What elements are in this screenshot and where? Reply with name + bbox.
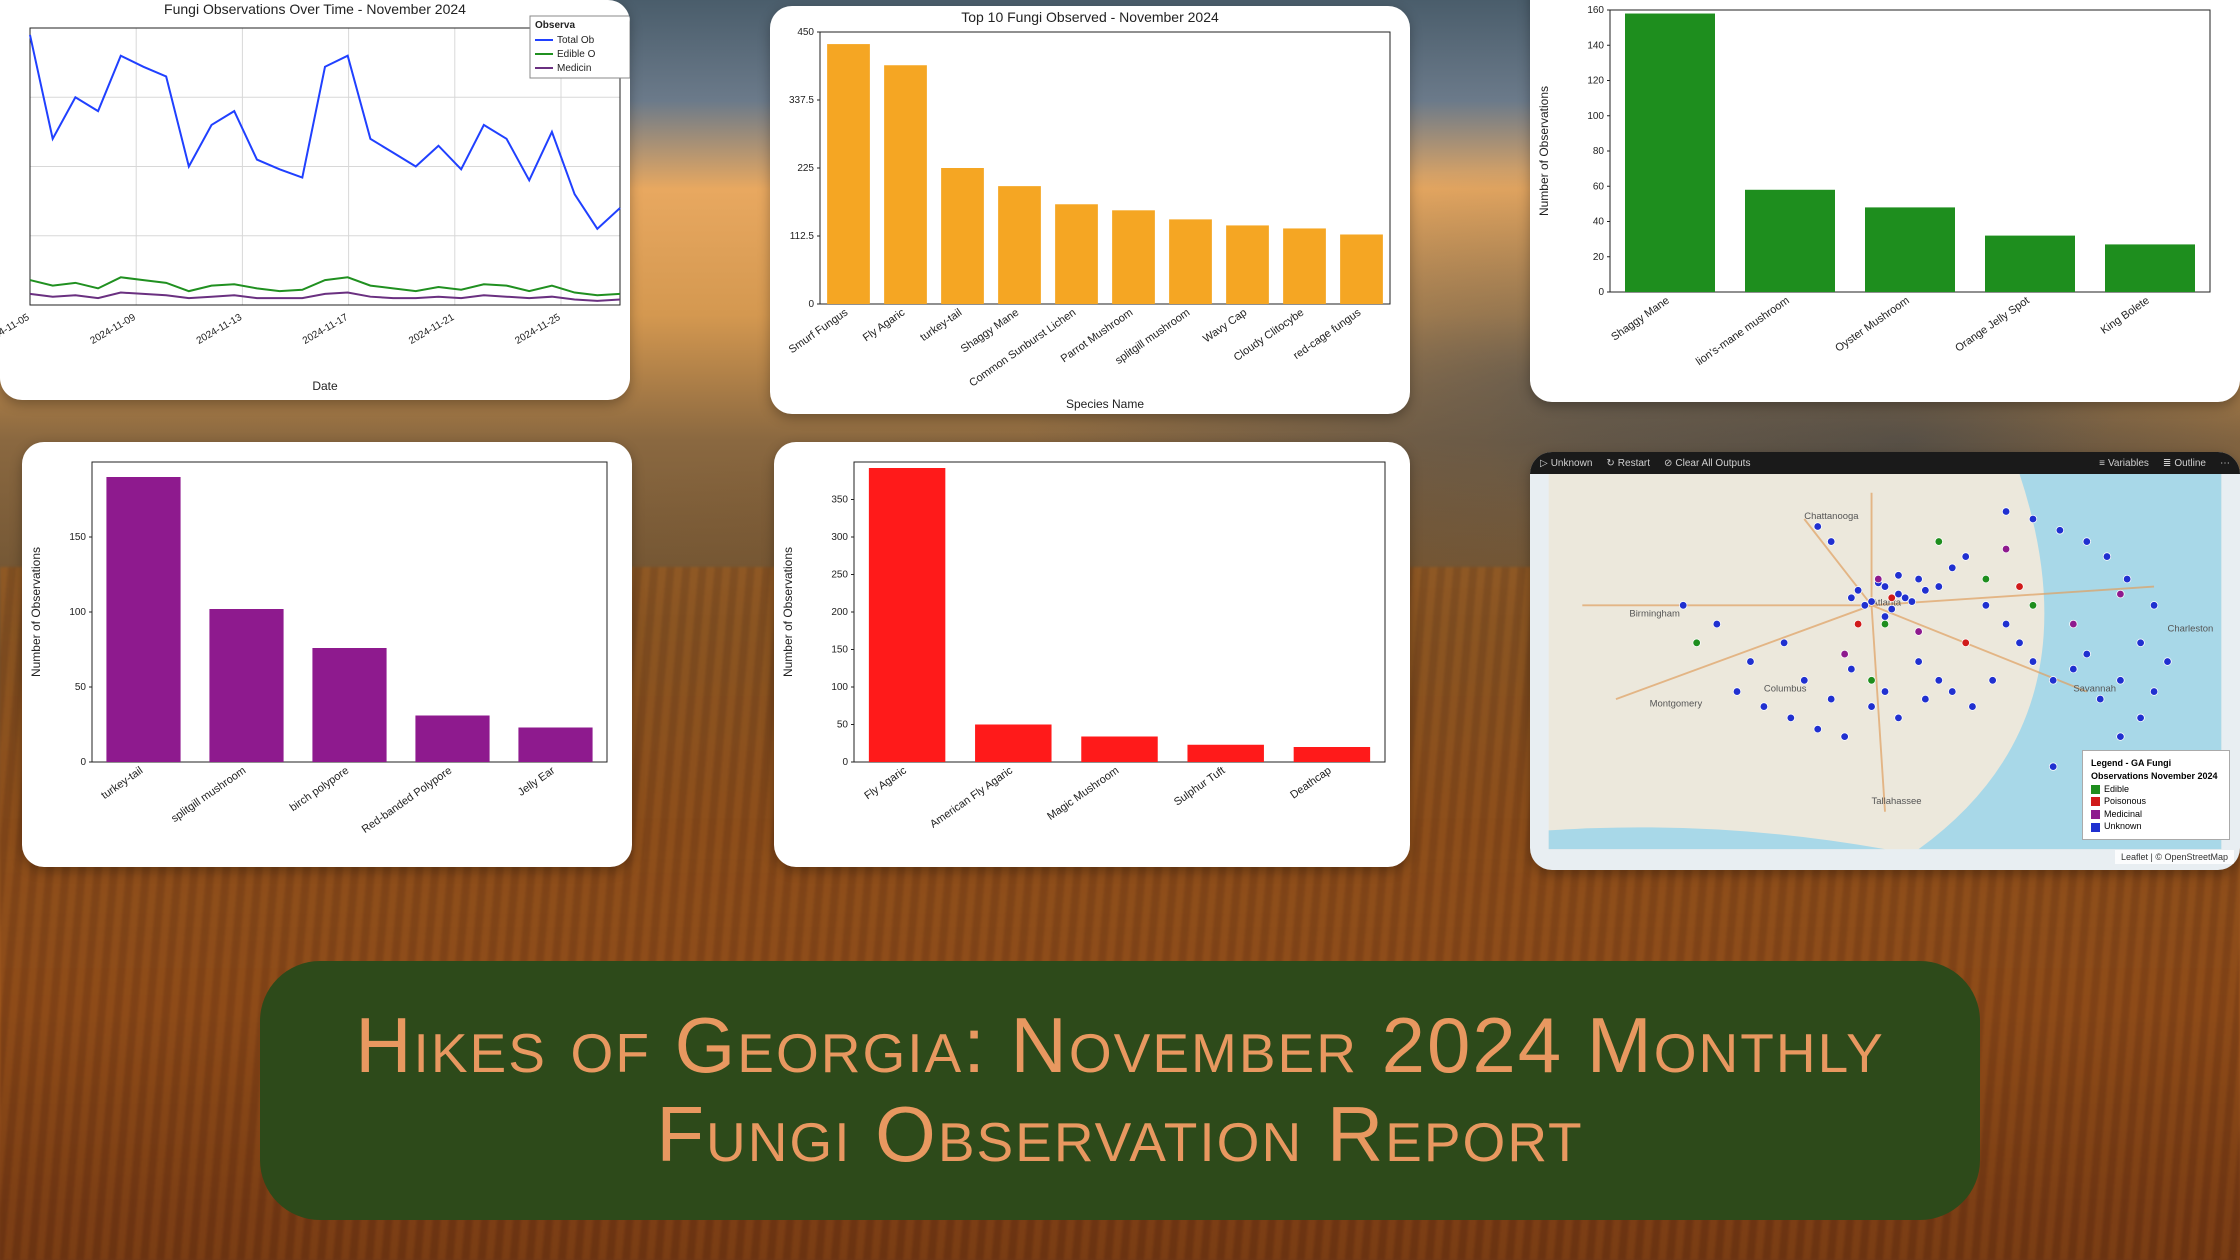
svg-text:Fly Agaric: Fly Agaric [861,306,908,344]
svg-text:Birmingham: Birmingham [1629,609,1680,620]
toolbar-variables[interactable]: ≡ Variables [2099,458,2149,469]
svg-text:Jelly Ear: Jelly Ear [516,764,558,798]
svg-text:200: 200 [831,607,848,618]
svg-text:80: 80 [1593,146,1605,157]
map-legend-title: Legend - GA Fungi Observations November … [2091,757,2221,782]
svg-text:160: 160 [1587,5,1604,16]
svg-text:Smurf Fungus: Smurf Fungus [787,306,851,356]
top10-chart-panel: Top 10 Fungi Observed - November 2024 0 11… [770,6,1410,414]
top10-chart-svg: Top 10 Fungi Observed - November 2024 0 11… [770,6,1410,414]
svg-text:2024-11-21: 2024-11-21 [407,312,457,347]
toolbar-more-icon[interactable]: ⋯ [2220,458,2230,469]
svg-text:Shaggy Mane: Shaggy Mane [1609,295,1671,344]
svg-text:60: 60 [1593,181,1605,192]
medicinal-chart-panel: 0 50 100 150 turkey-tail splitgill mushroom bi… [22,442,632,867]
svg-text:120: 120 [1587,76,1604,87]
svg-text:50: 50 [837,720,849,731]
svg-text:50: 50 [75,682,87,693]
svg-text:450: 450 [797,27,814,38]
svg-text:2024-11-17: 2024-11-17 [301,312,351,347]
svg-text:2024-11-09: 2024-11-09 [89,312,139,347]
svg-text:337.5: 337.5 [789,95,814,106]
line-chart-svg: Fungi Observations Over Time - November … [0,0,630,400]
svg-text:Chattanooga: Chattanooga [1804,511,1859,522]
toolbar-restart[interactable]: ↻ Restart [1606,458,1650,469]
medicinal-chart-svg: 0 50 100 150 turkey-tail splitgill mushroom bi… [22,442,632,867]
svg-text:Charleston: Charleston [2168,624,2214,635]
svg-text:turkey-tail: turkey-tail [99,765,145,802]
toolbar-unknown[interactable]: ▷ Unknown [1540,458,1592,469]
edible-chart-svg: 0 20 40 60 80 100 120 140 160 Shaggy Mane lion's-m… [1530,0,2240,402]
svg-text:Observa: Observa [535,20,575,31]
svg-text:Date: Date [312,379,338,393]
svg-text:Top 10 Fungi Observed - Novemb: Top 10 Fungi Observed - November 2024 [961,9,1219,25]
svg-text:Total Ob: Total Ob [557,35,595,46]
svg-text:Tallahassee: Tallahassee [1872,796,1922,807]
svg-text:100: 100 [1587,111,1604,122]
svg-text:140: 140 [1587,40,1604,51]
map-panel: ▷ Unknown ↻ Restart ⊘ Clear All Outputs … [1530,452,2240,870]
svg-text:20: 20 [1593,252,1605,263]
svg-text:turkey-tail: turkey-tail [918,307,964,344]
svg-text:150: 150 [69,532,86,543]
map-attribution: Leaflet | © OpenStreetMap [2115,850,2234,864]
svg-text:splitgill mushroom: splitgill mushroom [169,765,248,825]
map-toolbar: ▷ Unknown ↻ Restart ⊘ Clear All Outputs … [1530,452,2240,474]
svg-text:Number of Observations: Number of Observations [29,547,43,677]
svg-text:2024-11-05: 2024-11-05 [0,312,32,347]
svg-text:Number of Observations: Number of Observations [1537,86,1551,216]
svg-text:Wavy Cap: Wavy Cap [1201,307,1249,346]
page-title: Hikes of Georgia: November 2024 Monthly … [320,1001,1920,1180]
svg-text:Savannah: Savannah [2073,684,2116,695]
svg-text:100: 100 [831,682,848,693]
svg-text:2024-11-13: 2024-11-13 [195,312,245,347]
svg-text:Red-banded Polypore: Red-banded Polypore [360,765,455,836]
svg-text:Edible O: Edible O [557,49,596,60]
svg-text:King Bolete: King Bolete [2099,295,2152,337]
title-banner: Hikes of Georgia: November 2024 Monthly … [260,961,1980,1220]
svg-text:40: 40 [1593,217,1605,228]
svg-text:2024-11-25: 2024-11-25 [513,312,563,347]
svg-text:Oyster Mushroom: Oyster Mushroom [1833,295,1911,355]
edible-chart-panel: 0 20 40 60 80 100 120 140 160 Shaggy Mane lion's-m… [1530,0,2240,402]
svg-text:lion's-mane mushroom: lion's-mane mushroom [1694,295,1792,368]
svg-text:Orange Jelly Spot: Orange Jelly Spot [1953,295,2032,355]
poisonous-chart-svg: 0 50 100 150 200 250 300 350 Fly Agaric American … [774,442,1410,867]
svg-text:Deathcap: Deathcap [1288,765,1333,802]
svg-text:0: 0 [842,757,848,768]
svg-text:Number of Observations: Number of Observations [781,547,795,677]
map-legend: Legend - GA Fungi Observations November … [2082,750,2230,840]
toolbar-clear[interactable]: ⊘ Clear All Outputs [1664,458,1750,469]
svg-text:Fungi Observations Over Time -: Fungi Observations Over Time - November … [164,1,466,17]
poisonous-chart-panel: 0 50 100 150 200 250 300 350 Fly Agaric American … [774,442,1410,867]
toolbar-outline[interactable]: ≣ Outline [2163,458,2206,469]
svg-text:Sulphur Tuft: Sulphur Tuft [1172,765,1227,809]
svg-text:Atlanta: Atlanta [1872,597,1902,608]
svg-text:American Fly Agaric: American Fly Agaric [928,764,1015,830]
svg-text:225: 225 [797,163,814,174]
svg-text:350: 350 [831,495,848,506]
svg-text:0: 0 [80,757,86,768]
svg-text:birch polypore: birch polypore [288,765,351,814]
svg-text:150: 150 [831,645,848,656]
svg-text:Common Sunburst Lichen: Common Sunburst Lichen [967,307,1078,390]
svg-text:Species Name: Species Name [1066,397,1144,411]
svg-text:300: 300 [831,532,848,543]
svg-text:100: 100 [69,607,86,618]
line-chart-panel: Fungi Observations Over Time - November … [0,0,630,400]
svg-text:Fly Agaric: Fly Agaric [862,764,909,802]
svg-text:Medicin: Medicin [557,63,591,74]
svg-text:250: 250 [831,570,848,581]
svg-text:Columbus: Columbus [1764,684,1807,695]
svg-text:112.5: 112.5 [790,231,815,242]
svg-text:0: 0 [808,299,814,310]
svg-text:Montgomery: Montgomery [1650,699,1703,710]
svg-text:0: 0 [1598,287,1604,298]
svg-text:Magic Mushroom: Magic Mushroom [1045,765,1121,823]
